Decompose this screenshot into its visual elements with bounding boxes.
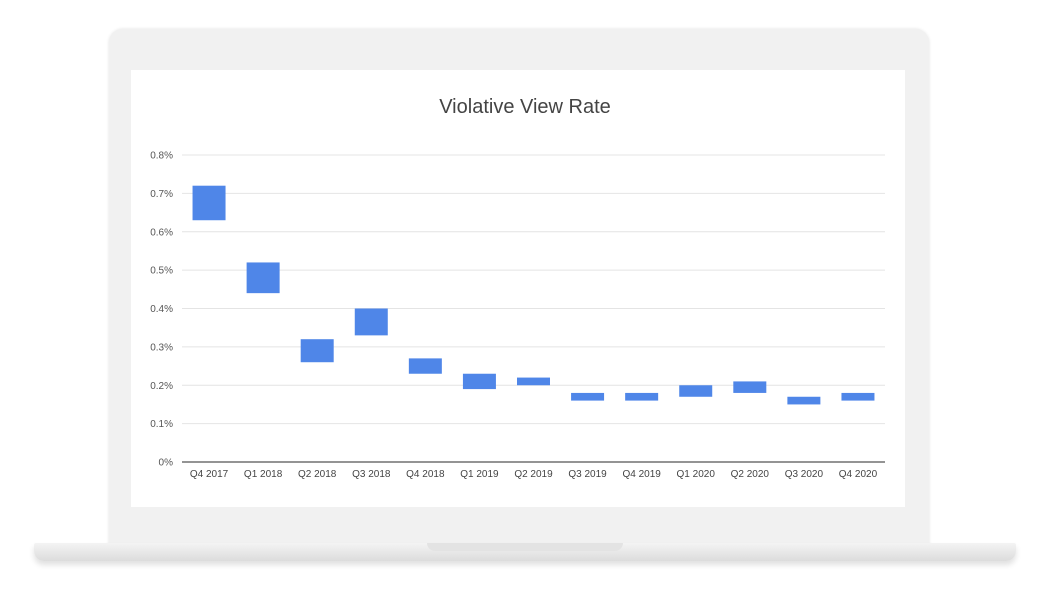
y-tick-label: 0.6% <box>150 227 173 238</box>
range-bar <box>625 392 659 401</box>
x-tick-label: Q3 2019 <box>568 469 607 480</box>
range-bar <box>354 308 388 336</box>
y-tick-label: 0.8% <box>150 151 173 162</box>
y-tick-label: 0.2% <box>150 381 173 392</box>
laptop-base <box>34 543 1016 561</box>
range-bar <box>679 385 713 397</box>
range-bar <box>571 392 605 401</box>
x-tick-label: Q4 2018 <box>406 469 445 480</box>
x-tick-label: Q2 2018 <box>298 469 337 480</box>
range-bar <box>841 392 875 401</box>
chart-title: Violative View Rate <box>439 96 611 118</box>
range-bar <box>246 262 280 294</box>
y-tick-label: 0.1% <box>150 419 173 430</box>
x-tick-label: Q4 2020 <box>839 469 878 480</box>
x-tick-label: Q1 2020 <box>677 469 716 480</box>
x-tick-label: Q1 2018 <box>244 469 283 480</box>
y-tick-label: 0.5% <box>150 266 173 277</box>
range-bar <box>517 377 550 386</box>
x-tick-label: Q3 2020 <box>785 469 824 480</box>
x-tick-label: Q2 2020 <box>731 469 770 480</box>
range-bar <box>408 358 442 374</box>
y-tick-label: 0.7% <box>150 189 173 200</box>
range-bar <box>192 185 226 221</box>
y-tick-label: 0.3% <box>150 342 173 353</box>
x-tick-label: Q4 2019 <box>622 469 661 480</box>
x-tick-label: Q2 2019 <box>514 469 553 480</box>
range-bar <box>462 373 496 390</box>
y-tick-label: 0% <box>159 458 174 469</box>
x-tick-label: Q3 2018 <box>352 469 391 480</box>
y-tick-label: 0.4% <box>150 304 173 315</box>
laptop-notch <box>427 543 623 551</box>
range-bar <box>733 381 767 393</box>
range-bar <box>300 339 334 363</box>
x-tick-label: Q4 2017 <box>190 469 229 480</box>
x-tick-label: Q1 2019 <box>460 469 499 480</box>
range-bar <box>787 396 821 405</box>
